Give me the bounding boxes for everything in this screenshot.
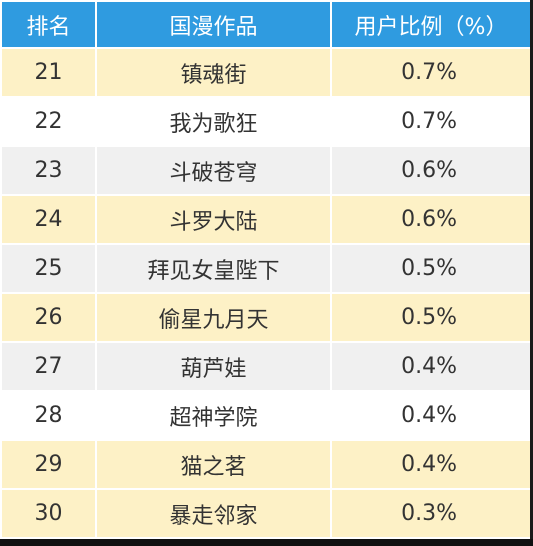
rank-cell: 23: [2, 147, 95, 194]
table-row: 30 暴走邻家 0.3%: [2, 490, 530, 537]
ratio-cell: 0.6%: [332, 147, 530, 194]
ratio-cell: 0.6%: [332, 196, 530, 243]
title-cell: 猫之茗: [97, 441, 330, 488]
rank-cell: 29: [2, 441, 95, 488]
title-cell: 葫芦娃: [97, 343, 330, 390]
rank-cell: 30: [2, 490, 95, 537]
title-cell: 暴走邻家: [97, 490, 330, 537]
table-row: 23 斗破苍穹 0.6%: [2, 147, 530, 194]
title-cell: 拜见女皇陛下: [97, 245, 330, 292]
rank-cell: 25: [2, 245, 95, 292]
ratio-cell: 0.5%: [332, 245, 530, 292]
right-edge-border: [530, 0, 533, 546]
rank-cell: 22: [2, 98, 95, 145]
table-row: 29 猫之茗 0.4%: [2, 441, 530, 488]
table-row: 21 镇魂街 0.7%: [2, 49, 530, 96]
header-row: 排名 国漫作品 用户比例（%）: [2, 2, 530, 47]
ratio-cell: 0.4%: [332, 343, 530, 390]
rank-cell: 26: [2, 294, 95, 341]
rank-cell: 24: [2, 196, 95, 243]
rank-cell: 28: [2, 392, 95, 439]
title-cell: 偷星九月天: [97, 294, 330, 341]
title-cell: 斗罗大陆: [97, 196, 330, 243]
header-title: 国漫作品: [97, 2, 330, 47]
ratio-cell: 0.7%: [332, 49, 530, 96]
bottom-edge-bar: [0, 539, 533, 546]
title-cell: 超神学院: [97, 392, 330, 439]
table-row: 27 葫芦娃 0.4%: [2, 343, 530, 390]
rank-cell: 27: [2, 343, 95, 390]
title-cell: 斗破苍穹: [97, 147, 330, 194]
table-header: 排名 国漫作品 用户比例（%）: [2, 2, 530, 47]
ratio-cell: 0.4%: [332, 441, 530, 488]
ratio-cell: 0.3%: [332, 490, 530, 537]
table-row: 22 我为歌狂 0.7%: [2, 98, 530, 145]
table-row: 26 偷星九月天 0.5%: [2, 294, 530, 341]
table-row: 25 拜见女皇陛下 0.5%: [2, 245, 530, 292]
table-body: 21 镇魂街 0.7% 22 我为歌狂 0.7% 23 斗破苍穹 0.6% 24…: [2, 49, 530, 537]
rank-cell: 21: [2, 49, 95, 96]
ratio-cell: 0.5%: [332, 294, 530, 341]
table-row: 28 超神学院 0.4%: [2, 392, 530, 439]
header-rank: 排名: [2, 2, 95, 47]
header-ratio: 用户比例（%）: [332, 2, 530, 47]
table-row: 24 斗罗大陆 0.6%: [2, 196, 530, 243]
title-cell: 我为歌狂: [97, 98, 330, 145]
ratio-cell: 0.4%: [332, 392, 530, 439]
ratio-cell: 0.7%: [332, 98, 530, 145]
title-cell: 镇魂街: [97, 49, 330, 96]
